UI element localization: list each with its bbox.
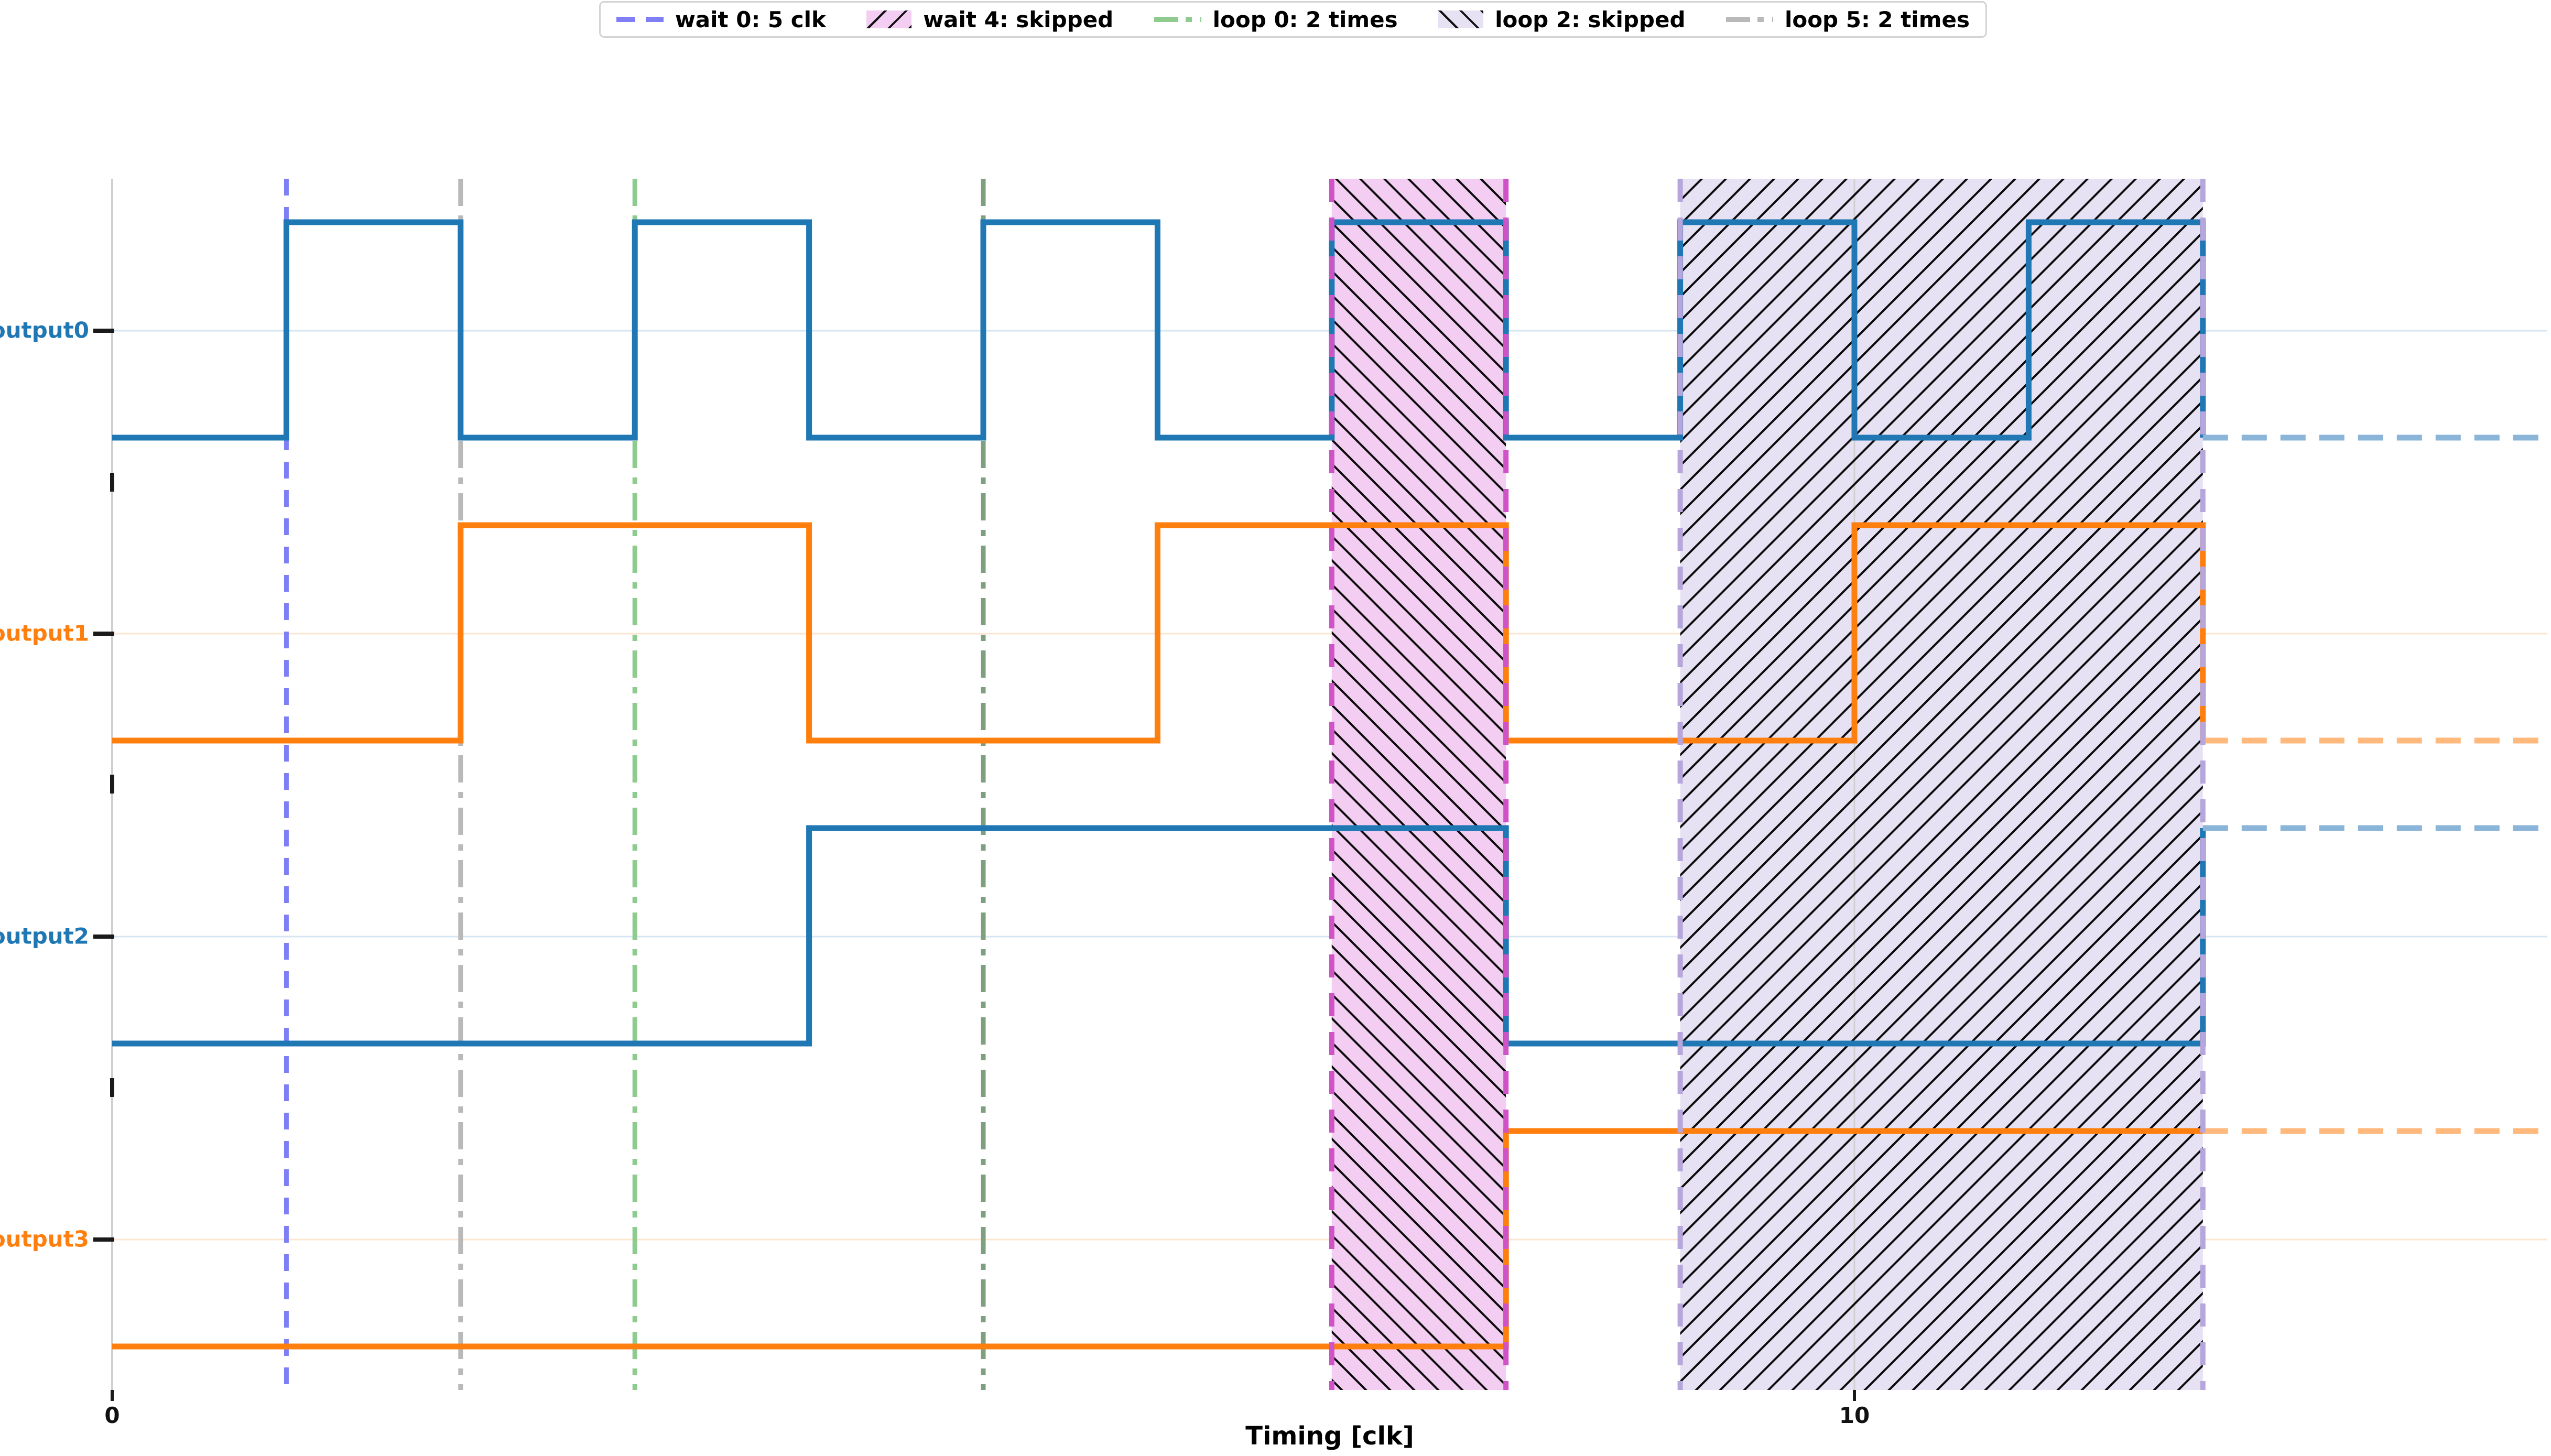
legend-label: wait 4: skipped xyxy=(923,6,1114,32)
y-tick-minor xyxy=(110,775,114,794)
legend-label: loop 5: 2 times xyxy=(1784,6,1970,32)
y-label-output3: output3 xyxy=(0,1226,89,1252)
y-label-output1: output1 xyxy=(0,620,89,646)
hatch-patch-swatch-icon xyxy=(866,10,912,28)
y-tick-minor xyxy=(110,473,114,492)
region-hatch-1 xyxy=(1680,179,2203,1390)
region-hatch-0 xyxy=(1331,179,1506,1390)
y-tick-minor xyxy=(110,1078,114,1097)
y-tick-output3 xyxy=(93,1237,114,1242)
legend-item-loop0: loop 0: 2 times xyxy=(1154,7,1398,32)
legend-label: loop 0: 2 times xyxy=(1212,6,1398,32)
x-tick-10 xyxy=(1853,1390,1856,1401)
legend-item-wait4: wait 4: skipped xyxy=(866,7,1113,32)
x-tick-label-0: 0 xyxy=(104,1403,120,1428)
y-label-output0: output0 xyxy=(0,317,89,343)
y-label-output2: output2 xyxy=(0,923,89,949)
waveform-output1 xyxy=(112,522,2206,744)
x-tick-0 xyxy=(111,1390,114,1401)
dashdot-line-swatch-icon xyxy=(1154,17,1201,22)
legend-label: wait 0: 5 clk xyxy=(675,6,826,32)
dashed-line-swatch-icon xyxy=(616,17,664,22)
hatch-patch-swatch-icon xyxy=(1438,10,1484,28)
y-tick-output0 xyxy=(93,329,114,333)
legend-box: wait 0: 5 clk wait 4: skipped loop 0: 2 … xyxy=(599,1,1987,38)
y-tick-output2 xyxy=(93,935,114,939)
x-tick-label-10: 10 xyxy=(1839,1403,1870,1428)
waveform-output0 xyxy=(112,219,2206,441)
dashdot-line-swatch-icon xyxy=(1725,17,1773,22)
legend-label: loop 2: skipped xyxy=(1495,6,1686,32)
legend-item-loop2: loop 2: skipped xyxy=(1438,6,1686,32)
legend-item-wait0: wait 0: 5 clk xyxy=(616,7,826,32)
x-axis-label: Timing [clk] xyxy=(1245,1421,1414,1451)
legend-item-loop5: loop 5: 2 times xyxy=(1725,6,1970,32)
y-tick-output1 xyxy=(93,632,114,636)
